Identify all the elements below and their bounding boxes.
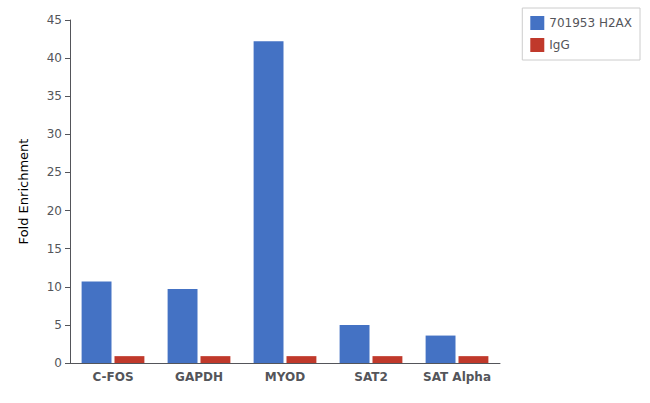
svg-text:C-FOS: C-FOS — [92, 370, 133, 384]
svg-text:15: 15 — [47, 242, 62, 256]
svg-text:IgG: IgG — [549, 38, 569, 52]
svg-text:0: 0 — [54, 356, 62, 370]
svg-text:25: 25 — [47, 165, 62, 179]
svg-text:5: 5 — [54, 318, 62, 332]
svg-text:GAPDH: GAPDH — [175, 370, 223, 384]
svg-text:30: 30 — [47, 127, 62, 141]
svg-text:701953 H2AX: 701953 H2AX — [549, 16, 632, 30]
svg-text:Fold Enrichment: Fold Enrichment — [16, 139, 31, 245]
svg-text:35: 35 — [47, 89, 62, 103]
svg-text:40: 40 — [47, 51, 62, 65]
svg-text:MYOD: MYOD — [265, 370, 305, 384]
svg-text:45: 45 — [47, 13, 62, 27]
svg-text:20: 20 — [47, 204, 62, 218]
svg-text:SAT2: SAT2 — [354, 370, 388, 384]
svg-text:SAT Alpha: SAT Alpha — [423, 370, 491, 384]
svg-text:10: 10 — [47, 280, 62, 294]
